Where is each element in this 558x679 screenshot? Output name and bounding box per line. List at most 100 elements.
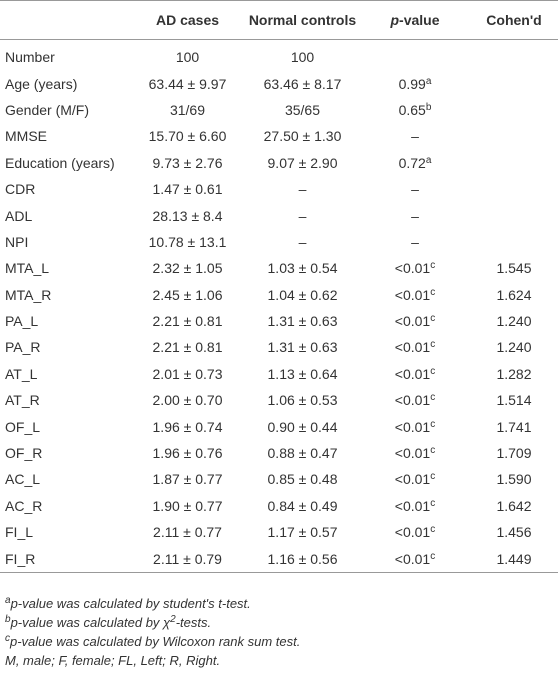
- cell-text: <0.01: [394, 497, 431, 514]
- row-label: FI_R: [0, 545, 130, 573]
- row-label: Education (years): [5, 154, 115, 171]
- cell-text: <0.01: [394, 286, 431, 303]
- cell: 0.90 ± 0.44: [267, 418, 338, 435]
- footnote-mark: b: [5, 614, 11, 625]
- superscript: 2: [170, 614, 176, 625]
- table-row: ADL 28.13 ± 8.4 – –: [0, 202, 558, 228]
- row-label: AC_L: [5, 471, 41, 488]
- superscript: c: [430, 313, 436, 325]
- cell: 10.78 ± 13.1: [148, 233, 227, 250]
- footnote-text: p-value was calculated by χ: [10, 615, 171, 630]
- row-label: PA_L: [5, 313, 39, 330]
- cell: <0.01c: [360, 519, 470, 545]
- row-label: AT_R: [5, 392, 40, 409]
- row-label: ADL: [5, 207, 33, 224]
- header-text: -value: [399, 12, 440, 28]
- empty-cell: [360, 40, 470, 71]
- table-row: FI_R 2.11 ± 0.79 1.16 ± 0.56 <0.01c 1.449: [0, 545, 558, 573]
- footnote: bp-value was calculated by χ2-tests.: [5, 613, 300, 632]
- table-row: OF_L 1.96 ± 0.74 0.90 ± 0.44 <0.01c 1.741: [0, 413, 558, 439]
- superscript: c: [430, 550, 436, 562]
- cell: 100: [175, 49, 200, 66]
- cell: 1.642: [496, 497, 532, 514]
- cell-text: <0.01: [394, 418, 431, 435]
- superscript: c: [430, 471, 436, 483]
- cell: 0.65b: [360, 97, 470, 123]
- cell: 1.17 ± 0.57: [267, 524, 338, 541]
- table-row: MTA_L 2.32 ± 1.05 1.03 ± 0.54 <0.01c 1.545: [0, 255, 558, 281]
- empty-cell: [470, 202, 558, 228]
- cell: <0.01c: [360, 387, 470, 413]
- table-row: MTA_R 2.45 ± 1.06 1.04 ± 0.62 <0.01c 1.624: [0, 282, 558, 308]
- row-label: MMSE: [5, 128, 47, 145]
- cell: <0.01c: [360, 440, 470, 466]
- cell: 1.06 ± 0.53: [267, 392, 338, 409]
- cell: 63.46 ± 8.17: [263, 75, 342, 92]
- cell: <0.01c: [360, 255, 470, 281]
- footnote: cp-value was calculated by Wilcoxon rank…: [5, 632, 300, 651]
- footnote: M, male; F, female; FL, Left; R, Right.: [5, 651, 300, 670]
- cell: <0.01c: [360, 308, 470, 334]
- row-label: Gender (M/F): [5, 101, 90, 118]
- data-table: AD cases Normal controls p-value Cohen'd Nu…: [0, 0, 558, 573]
- cell-text: 0.72: [398, 154, 426, 171]
- cell: 1.87 ± 0.77: [152, 471, 223, 488]
- cell: 0.85 ± 0.48: [267, 471, 338, 488]
- cell-text: <0.01: [394, 365, 431, 382]
- cell: 1.514: [496, 392, 532, 409]
- table-body: Number 100 100 Age (years) 63.44 ± 9.97 63.46…: [0, 40, 558, 573]
- superscript: c: [430, 497, 436, 509]
- cell-text: 0.99: [398, 75, 426, 92]
- cell: 27.50 ± 1.30: [263, 128, 342, 145]
- cell-text: <0.01: [394, 392, 431, 409]
- cell: 2.45 ± 1.06: [152, 286, 223, 303]
- row-label: NPI: [5, 233, 29, 250]
- column-header: Normal controls: [245, 0, 360, 40]
- table-row: FI_L 2.11 ± 0.77 1.17 ± 0.57 <0.01c 1.456: [0, 519, 558, 545]
- cell: 2.21 ± 0.81: [152, 313, 223, 330]
- superscript: c: [430, 524, 436, 536]
- cell: 1.31 ± 0.63: [267, 339, 338, 356]
- table-row: Education (years) 9.73 ± 2.76 9.07 ± 2.90 0…: [0, 150, 558, 176]
- cell-text: <0.01: [394, 471, 431, 488]
- row-label: AT_L: [5, 365, 38, 382]
- cell: 1.624: [496, 286, 532, 303]
- cell-text: <0.01: [394, 339, 431, 356]
- cell: –: [298, 181, 307, 198]
- corner: [0, 0, 130, 40]
- header-row: AD cases Normal controls p-value Cohen'd: [0, 0, 558, 40]
- superscript: b: [425, 101, 432, 113]
- row-label: PA_R: [5, 339, 41, 356]
- cell: 0.84 ± 0.49: [267, 497, 338, 514]
- cell: 1.282: [496, 365, 532, 382]
- cell: 1.03 ± 0.54: [267, 260, 338, 277]
- cell: 0.72a: [360, 150, 470, 176]
- row-label: MTA_L: [5, 260, 50, 277]
- footnote-mark: c: [5, 633, 10, 644]
- cell: 0.88 ± 0.47: [267, 445, 338, 462]
- footnote-text: -tests.: [175, 615, 212, 630]
- cell-text: <0.01: [394, 260, 431, 277]
- cell: <0.01c: [360, 413, 470, 439]
- superscript: c: [430, 286, 436, 298]
- empty-cell: [470, 97, 558, 123]
- cell: 1.90 ± 0.77: [152, 497, 223, 514]
- cell: 2.32 ± 1.05: [152, 260, 223, 277]
- cell: 1.240: [496, 339, 532, 356]
- cell: –: [298, 233, 307, 250]
- cell: 9.07 ± 2.90: [267, 154, 338, 171]
- cell-text: <0.01: [394, 550, 431, 567]
- cell: 2.11 ± 0.79: [130, 545, 245, 573]
- empty-cell: [470, 176, 558, 202]
- cell: 1.545: [496, 260, 532, 277]
- cell: 1.590: [496, 471, 532, 488]
- empty-cell: [470, 150, 558, 176]
- column-header: p-value: [360, 0, 470, 40]
- cell: 2.21 ± 0.81: [152, 339, 223, 356]
- table-row: NPI 10.78 ± 13.1 – –: [0, 229, 558, 255]
- cell: 1.240: [496, 313, 532, 330]
- cell: 15.70 ± 6.60: [148, 128, 227, 145]
- cell: <0.01c: [360, 493, 470, 519]
- cell: 100: [290, 49, 315, 66]
